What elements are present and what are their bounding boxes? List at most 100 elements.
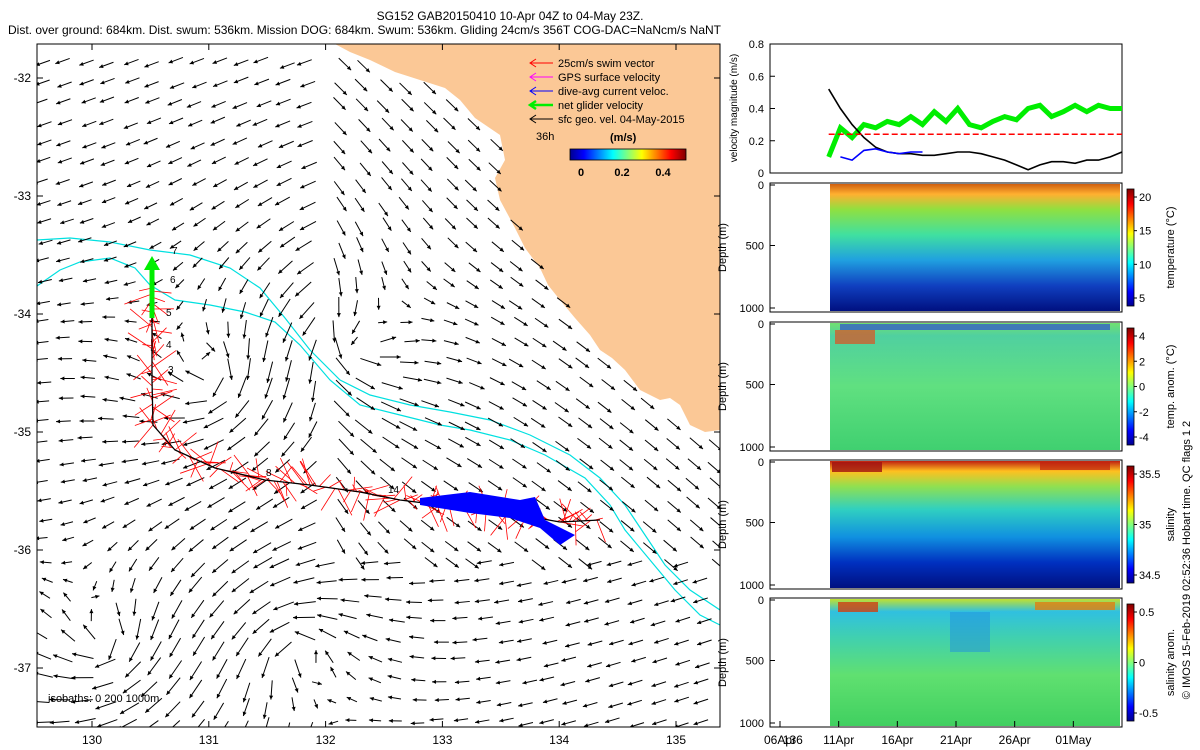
- swim-vector: [129, 308, 153, 328]
- velocity-arrowhead: [82, 278, 88, 283]
- velocity-arrowhead: [121, 439, 127, 444]
- velocity-arrowhead: [180, 332, 185, 337]
- velocity-arrowhead: [390, 467, 395, 472]
- velocity-arrowhead: [518, 598, 523, 603]
- velocity-arrowhead: [477, 526, 482, 531]
- velocity-arrowhead: [696, 465, 702, 470]
- velocity-arrowhead: [168, 59, 174, 64]
- velocity-arrowhead: [345, 370, 350, 375]
- velocity-arrowhead: [368, 677, 374, 682]
- velocity-arrow: [121, 718, 137, 727]
- velocity-arrowhead: [161, 460, 166, 465]
- velocity-arrowhead: [406, 600, 411, 605]
- velocity-arrowhead: [474, 659, 480, 664]
- velocity-arrowhead: [385, 247, 389, 252]
- velocity-arrowhead: [564, 408, 569, 413]
- velocity-arrowhead: [628, 446, 634, 451]
- velocity-arrowhead: [585, 678, 590, 683]
- velocity-arrowhead: [210, 142, 216, 146]
- depth-tick-label: 500: [746, 518, 764, 530]
- velocity-arrowhead: [451, 125, 456, 130]
- swim-vector: [574, 521, 577, 546]
- velocity-arrowhead: [89, 609, 94, 614]
- velocity-arrowhead: [409, 107, 414, 112]
- velocity-arrowhead: [369, 697, 375, 701]
- velocity-arrowhead: [437, 421, 442, 426]
- velocity-arrowhead: [239, 265, 244, 270]
- velocity-arrowhead: [209, 613, 214, 618]
- depth-axis-label: Depth (m): [717, 223, 729, 272]
- legend-label: sfc geo. vel. 04-May-2015: [558, 114, 685, 126]
- swim-vector: [151, 290, 172, 294]
- velocity-arrowhead: [390, 485, 395, 490]
- velocity-arrowhead: [608, 704, 613, 709]
- velocity-arrowhead: [343, 630, 349, 635]
- velocity-arrowhead: [146, 373, 152, 377]
- velocity-arrowhead: [454, 600, 459, 605]
- velocity-arrow: [310, 721, 314, 727]
- velocity-arrowhead: [672, 547, 677, 552]
- swim-vector: [596, 520, 606, 543]
- velocity-arrowhead: [266, 378, 271, 383]
- velocity-arrowhead: [141, 692, 146, 697]
- depth-tick-label: 1000: [740, 718, 764, 730]
- velocity-arrowhead: [226, 333, 231, 338]
- velocity-arrow: [710, 517, 720, 527]
- velocity-arrowhead: [122, 523, 128, 528]
- velocity-arrowhead: [308, 728, 312, 732]
- isobath-1000m: [37, 237, 720, 611]
- swim-vector: [562, 498, 571, 522]
- velocity-arrowhead: [82, 478, 87, 483]
- velocity-arrowhead: [161, 441, 167, 446]
- velocity-arrowhead: [717, 447, 720, 451]
- velocity-arrowhead: [539, 677, 544, 682]
- velocity-arrowhead: [360, 207, 365, 212]
- velocity-arrowhead: [37, 340, 39, 345]
- velocity-arrowhead: [283, 435, 288, 440]
- velocity-arrowhead: [628, 641, 633, 646]
- velocity-arrowhead: [192, 181, 197, 186]
- velocity-arrowhead: [274, 201, 280, 206]
- velocity-arrowhead: [351, 329, 356, 334]
- velocity-arrowhead: [359, 270, 363, 275]
- velocity-arrowhead: [257, 202, 263, 206]
- velocity-arrowhead: [57, 202, 62, 207]
- velocity-arrowhead: [165, 143, 171, 148]
- velocity-arrowhead: [567, 324, 573, 329]
- velocity-arrowhead: [412, 697, 417, 702]
- velocity-arrowhead: [103, 242, 109, 247]
- velocity-arrowhead: [347, 652, 352, 656]
- velocity-arrowhead: [586, 562, 592, 567]
- x-tick-label: 134: [549, 733, 569, 747]
- velocity-arrowhead: [582, 703, 588, 708]
- velocity-arrowhead: [56, 100, 61, 105]
- swim-vector: [190, 448, 213, 468]
- velocity-arrow: [37, 357, 48, 361]
- velocity-arrowhead: [49, 697, 54, 702]
- swim-vector: [151, 344, 165, 359]
- velocity-arrowhead: [518, 282, 524, 287]
- velocity-arrowhead: [341, 149, 346, 155]
- velocity-arrowhead: [94, 664, 100, 668]
- velocity-arrowhead: [105, 296, 111, 301]
- velocity-arrowhead: [673, 566, 678, 571]
- velocity-arrowhead: [192, 730, 196, 734]
- velocity-arrowhead: [275, 101, 281, 106]
- velocity-arrowhead: [386, 147, 391, 152]
- velocity-arrowhead: [436, 445, 442, 449]
- velocity-arrowhead: [630, 619, 635, 624]
- velocity-arrowhead: [58, 438, 63, 443]
- legend-arrowhead: [529, 114, 537, 124]
- velocity-arrowhead: [716, 469, 720, 474]
- x-tick-label: 135: [666, 733, 686, 747]
- velocity-arrowhead: [63, 592, 68, 597]
- velocity-arrowhead: [387, 657, 393, 662]
- velocity-arrowhead: [499, 718, 504, 723]
- swim-vector: [232, 471, 251, 491]
- velocity-arrowhead: [251, 466, 257, 471]
- velocity-arrowhead: [429, 146, 434, 152]
- velocity-arrowhead: [311, 397, 315, 402]
- velocity-arrowhead: [233, 79, 239, 84]
- velocity-arrowhead: [388, 718, 393, 723]
- velocity-arrowhead: [367, 148, 373, 154]
